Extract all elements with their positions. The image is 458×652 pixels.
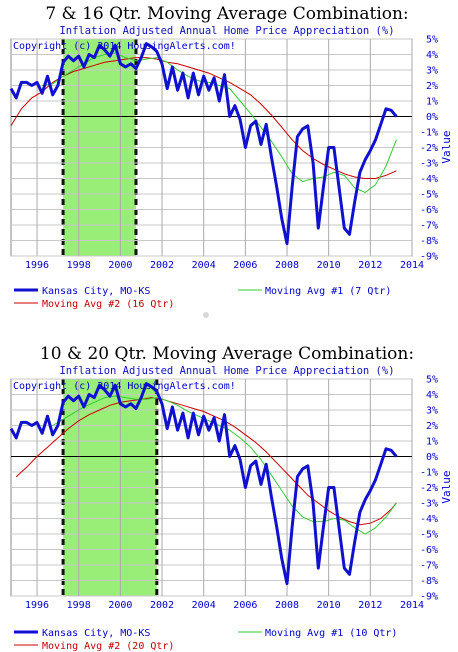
y-tick-label: -6% bbox=[420, 545, 438, 556]
y-tick-label: -4% bbox=[420, 514, 438, 525]
x-tick-label: 2004 bbox=[192, 260, 216, 271]
y-tick-label: 4% bbox=[426, 390, 438, 401]
y-tick-label: 0% bbox=[426, 452, 438, 463]
y-tick-label: 4% bbox=[426, 50, 438, 61]
chart-title: 10 & 20 Qtr. Moving Average Combination: bbox=[40, 344, 414, 364]
copyright-text: Copyright (c) 2014 HousingAlerts.com! bbox=[13, 41, 236, 52]
separator-dot bbox=[203, 312, 209, 318]
x-tick-label: 2012 bbox=[358, 600, 382, 611]
legend-label-kansas-city: Kansas City, MO-KS bbox=[42, 628, 150, 639]
y-tick-label: -1% bbox=[420, 128, 438, 139]
y-tick-label: -9% bbox=[420, 252, 438, 263]
x-tick-label: 1996 bbox=[25, 260, 49, 271]
series-line-ma2 bbox=[10, 57, 397, 179]
series-line-kansas-city bbox=[9, 42, 398, 246]
legend-label-kansas-city: Kansas City, MO-KS bbox=[42, 286, 150, 297]
legend-label-ma1: Moving Avg #1 (7 Qtr) bbox=[265, 286, 391, 297]
y-tick-label: 0% bbox=[426, 112, 438, 123]
y-tick-label: -8% bbox=[420, 576, 438, 587]
chart-subtitle: Inflation Adjusted Annual Home Price App… bbox=[59, 25, 394, 37]
x-tick-label: 2000 bbox=[108, 600, 132, 611]
y-tick-label: -3% bbox=[420, 499, 438, 510]
copyright-text: Copyright (c) 2014 HousingAlerts.com! bbox=[13, 381, 236, 392]
chart-panel-2: 10 & 20 Qtr. Moving Average Combination:… bbox=[0, 330, 458, 652]
x-tick-label: 2006 bbox=[233, 600, 257, 611]
x-tick-label: 2014 bbox=[400, 260, 424, 271]
x-axis-ticks: 1996 1998 2000 2002 2004 2006 2008 2010 2012 2014 bbox=[25, 600, 424, 611]
y-tick-label: -5% bbox=[420, 190, 438, 201]
y-tick-label: 5% bbox=[426, 35, 438, 46]
y-tick-label: 5% bbox=[426, 375, 438, 386]
y-tick-label: 1% bbox=[426, 437, 438, 448]
chart-panel-1: 7 & 16 Qtr. Moving Average Combination: … bbox=[0, 0, 458, 322]
x-tick-label: 2008 bbox=[275, 600, 299, 611]
series-line-kansas-city bbox=[9, 382, 398, 586]
y-tick-label: 3% bbox=[426, 66, 438, 77]
x-tick-label: 2000 bbox=[108, 260, 132, 271]
y-tick-label: -8% bbox=[420, 236, 438, 247]
y-axis-label: Value bbox=[440, 470, 453, 503]
legend-label-ma1: Moving Avg #1 (10 Qtr) bbox=[265, 628, 397, 639]
y-tick-label: 1% bbox=[426, 97, 438, 108]
x-tick-label: 2002 bbox=[150, 260, 174, 271]
x-tick-label: 1996 bbox=[25, 600, 49, 611]
y-tick-label: 2% bbox=[426, 81, 438, 92]
y-axis-label: Value bbox=[440, 130, 453, 163]
x-tick-label: 2010 bbox=[317, 600, 341, 611]
x-tick-label: 1998 bbox=[67, 260, 91, 271]
x-tick-label: 2014 bbox=[400, 600, 424, 611]
y-tick-label: -1% bbox=[420, 468, 438, 479]
x-tick-label: 2010 bbox=[317, 260, 341, 271]
y-tick-label: -7% bbox=[420, 561, 438, 572]
y-tick-label: -2% bbox=[420, 143, 438, 154]
x-tick-label: 2002 bbox=[150, 600, 174, 611]
y-tick-label: -3% bbox=[420, 159, 438, 170]
y-tick-label: -7% bbox=[420, 221, 438, 232]
x-tick-label: 2008 bbox=[275, 260, 299, 271]
y-tick-label: -6% bbox=[420, 205, 438, 216]
chart-2-svg: 10 & 20 Qtr. Moving Average Combination:… bbox=[9, 344, 453, 652]
x-tick-label: 2012 bbox=[358, 260, 382, 271]
y-tick-label: -9% bbox=[420, 592, 438, 603]
y-tick-label: 2% bbox=[426, 421, 438, 432]
y-tick-label: -5% bbox=[420, 530, 438, 541]
y-tick-label: -2% bbox=[420, 483, 438, 494]
x-tick-label: 1998 bbox=[67, 600, 91, 611]
y-axis-ticks: 5% 4% 3% 2% 1% 0% -1% -2% -3% -4% -5% -6% -7% -8% -9% bbox=[420, 375, 438, 603]
y-axis-ticks: 5% 4% 3% 2% 1% 0% -1% -2% -3% -4% -5% -6% -7% -8% -9% bbox=[420, 35, 438, 263]
y-tick-label: -4% bbox=[420, 174, 438, 185]
y-tick-label: 3% bbox=[426, 406, 438, 417]
legend-label-ma2: Moving Avg #2 (20 Qtr) bbox=[42, 641, 174, 652]
legend-label-ma2: Moving Avg #2 (16 Qtr) bbox=[42, 299, 174, 310]
chart-title: 7 & 16 Qtr. Moving Average Combination: bbox=[45, 4, 408, 24]
chart-1-svg: 7 & 16 Qtr. Moving Average Combination: … bbox=[9, 4, 453, 310]
chart-subtitle: Inflation Adjusted Annual Home Price App… bbox=[59, 365, 394, 377]
x-tick-label: 2004 bbox=[192, 600, 216, 611]
x-axis-ticks: 1996 1998 2000 2002 2004 2006 2008 2010 2012 2014 bbox=[25, 260, 424, 271]
x-tick-label: 2006 bbox=[233, 260, 257, 271]
